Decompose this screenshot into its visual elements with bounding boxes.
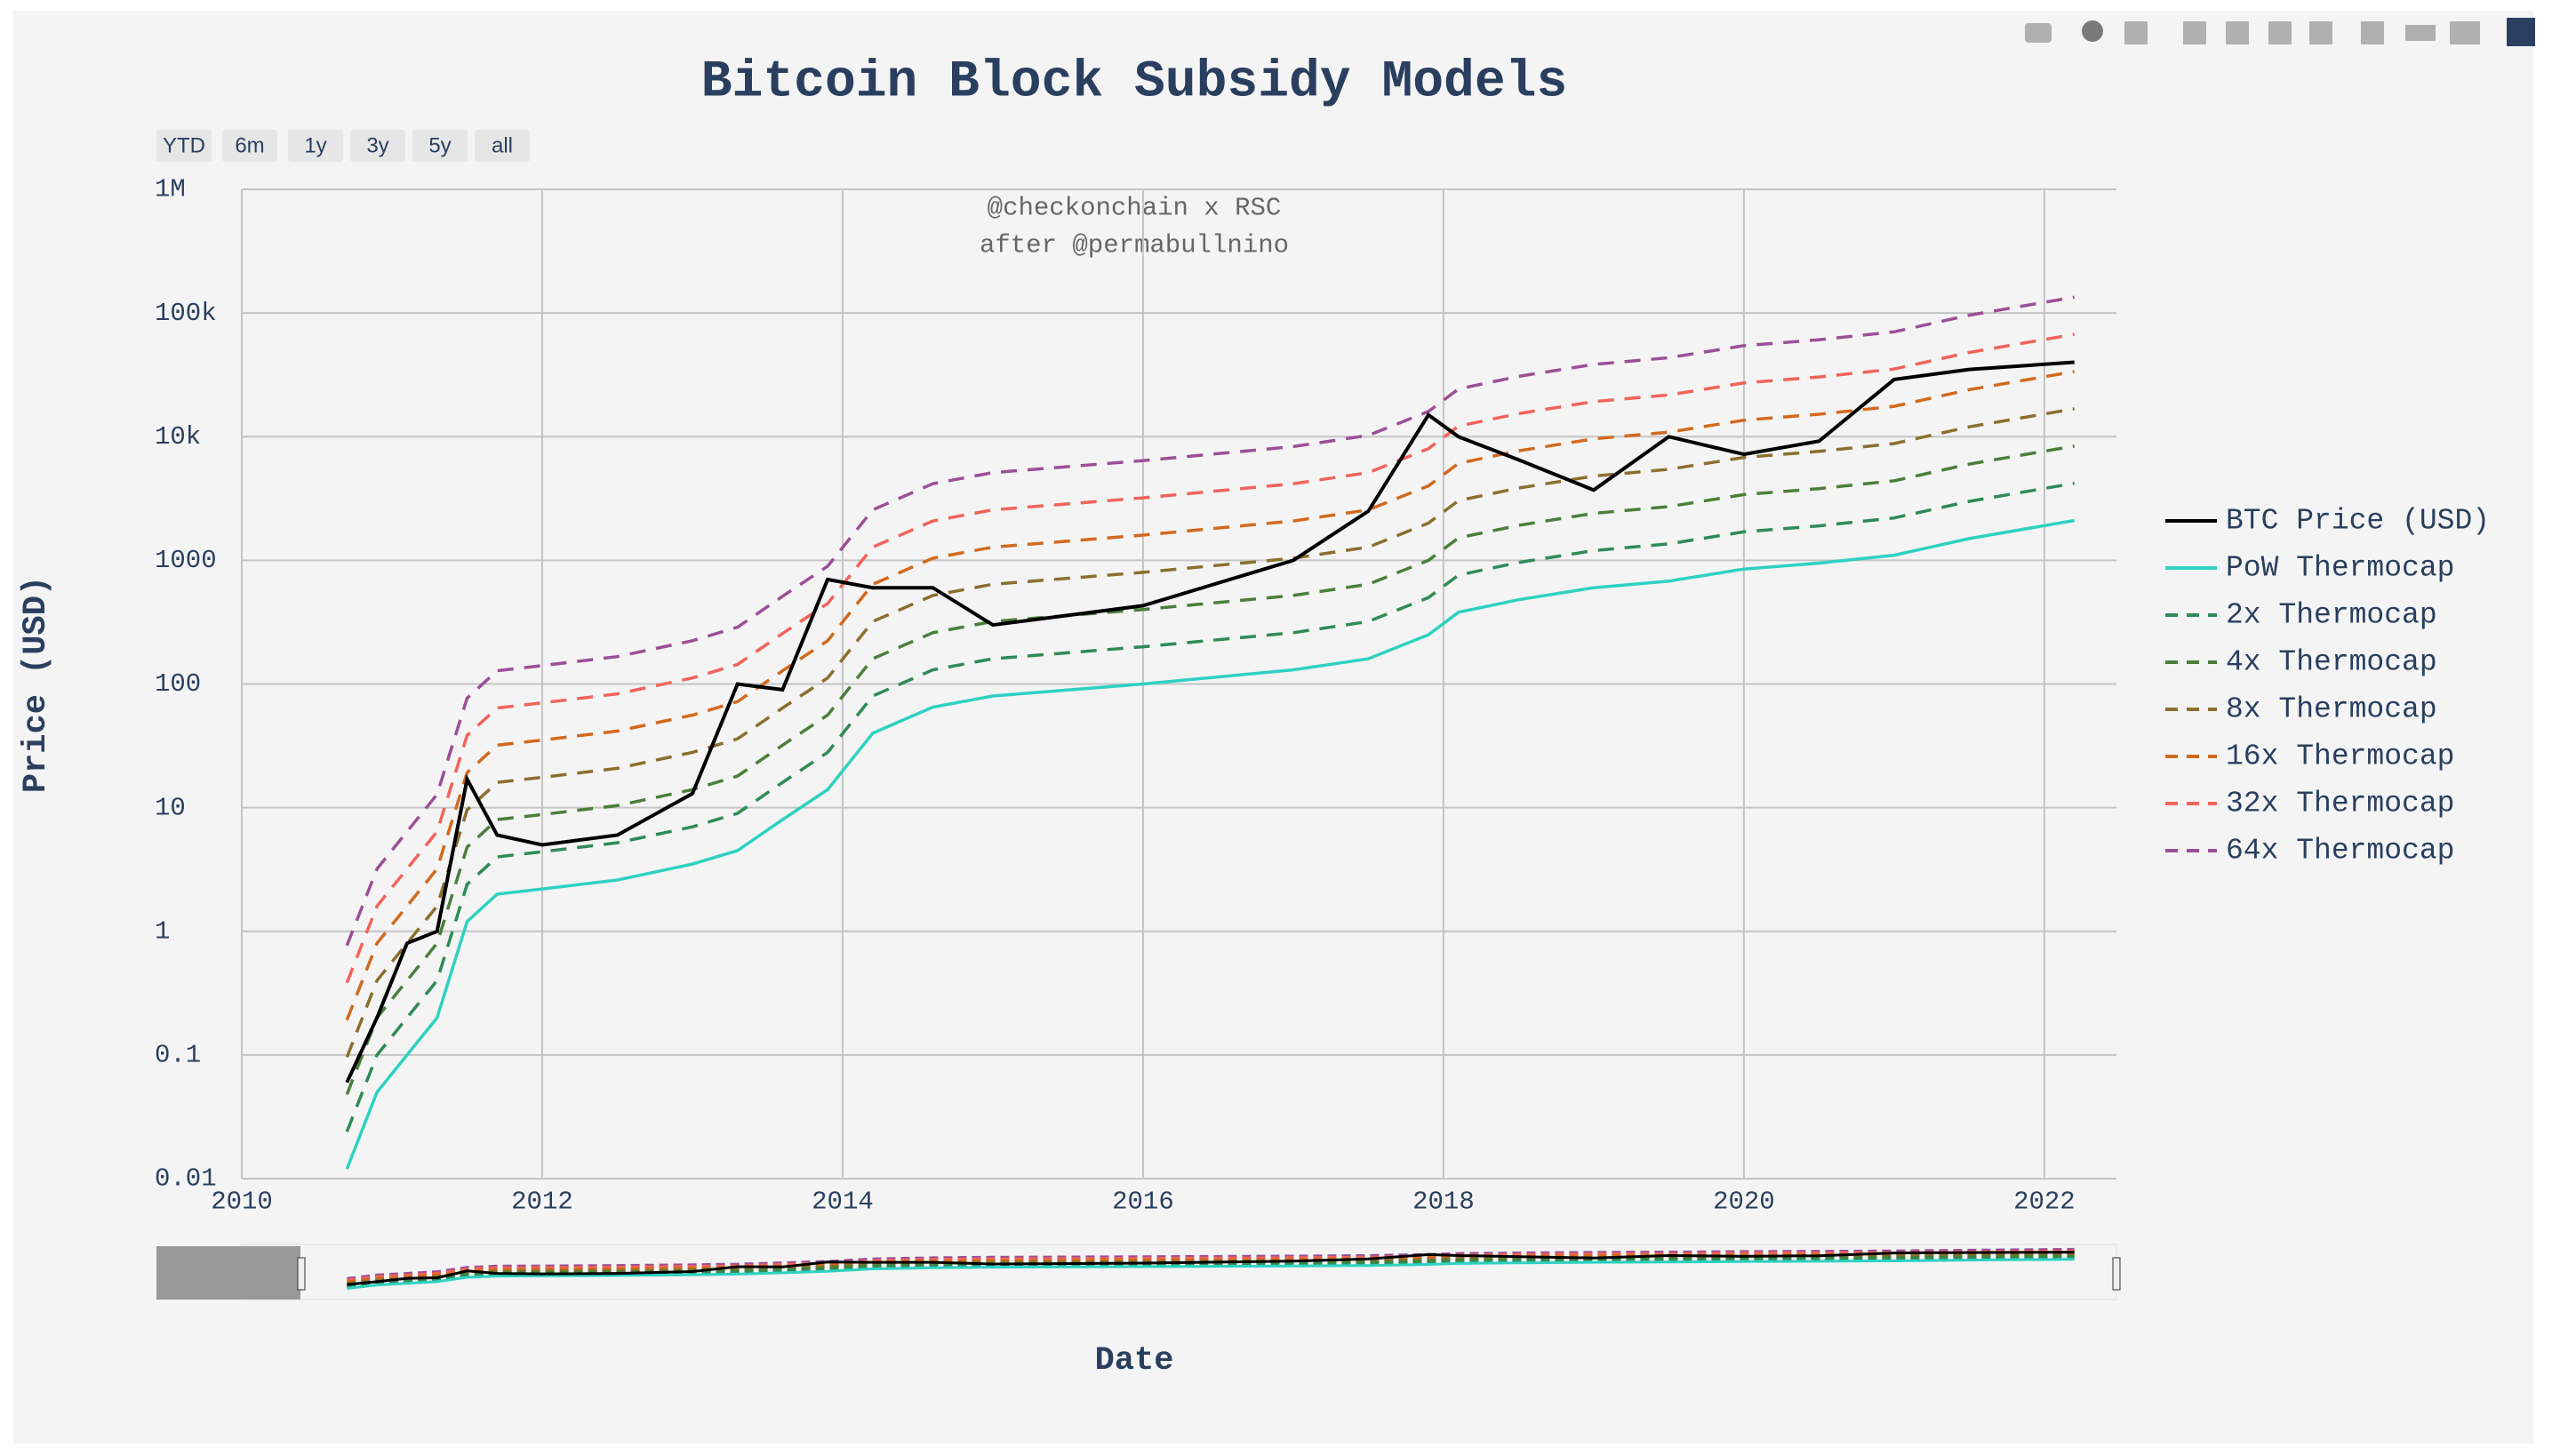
y-tick-label: 100 — [155, 669, 201, 699]
legend-label: 16x Thermocap — [2226, 740, 2454, 773]
range-slider-line — [347, 1251, 2075, 1286]
series-line — [345, 370, 2075, 1021]
y-tick-label: 1 — [155, 916, 170, 946]
y-tick-label: 100k — [155, 299, 217, 328]
range-slider-line — [347, 1256, 2075, 1289]
range-slider-mask[interactable] — [156, 1246, 300, 1300]
series-line — [345, 332, 2075, 984]
x-tick-label: 2022 — [2013, 1188, 2076, 1217]
legend-label: 2x Thermocap — [2226, 599, 2437, 632]
hover-closest-icon[interactable] — [2405, 25, 2436, 41]
x-tick-label: 2010 — [211, 1188, 273, 1217]
range-button[interactable]: all — [475, 130, 530, 162]
annotation: @checkonchain x RSC — [988, 194, 1282, 223]
background — [13, 11, 2533, 1444]
range-button-bg — [288, 130, 343, 162]
range-button[interactable]: 1y — [288, 130, 343, 162]
range-button-label: 5y — [428, 133, 451, 157]
range-slider-line — [347, 1249, 2075, 1282]
range-slider-line — [347, 1258, 2075, 1290]
y-tick-label: 1000 — [155, 546, 217, 575]
x-tick-label: 2016 — [1112, 1188, 1174, 1217]
series-line — [345, 481, 2075, 1132]
range-button-label: 3y — [366, 133, 388, 157]
legend-label: 32x Thermocap — [2226, 788, 2454, 820]
plotly-logo[interactable] — [2507, 18, 2535, 46]
range-button[interactable]: 6m — [222, 130, 277, 162]
series-line — [345, 407, 2075, 1058]
range-button[interactable]: 3y — [350, 130, 405, 162]
y-tick-label: 10k — [155, 422, 201, 452]
range-button-label: all — [492, 133, 513, 157]
x-tick-label: 2014 — [812, 1188, 874, 1217]
camera-icon[interactable] — [2025, 23, 2052, 43]
range-slider-line — [347, 1247, 2075, 1280]
zoom-out-icon[interactable] — [2226, 21, 2249, 44]
range-button-bg — [222, 130, 277, 162]
y-tick-label: 10 — [155, 793, 186, 822]
range-slider-line — [347, 1251, 2075, 1284]
range-slider-handle[interactable] — [297, 1257, 306, 1291]
legend-label: BTC Price (USD) — [2226, 505, 2490, 538]
series-line — [345, 295, 2075, 947]
annotation: after @permabullnino — [980, 231, 1289, 260]
series-line — [345, 360, 2075, 1084]
spike-icon[interactable] — [2361, 21, 2384, 44]
x-axis-title: Date — [1095, 1342, 1174, 1380]
zoom-in-icon[interactable] — [2183, 21, 2206, 44]
y-axis-title: Price (USD) — [18, 576, 55, 793]
range-button-bg — [412, 130, 468, 162]
chart-title: Bitcoin Block Subsidy Models — [701, 53, 1568, 111]
x-tick-label: 2012 — [511, 1188, 573, 1217]
legend-label: 4x Thermocap — [2226, 646, 2437, 679]
hover-compare-icon[interactable] — [2450, 21, 2480, 44]
legend-label: 8x Thermocap — [2226, 693, 2437, 726]
legend-label: PoW Thermocap — [2226, 552, 2454, 585]
x-tick-label: 2018 — [1412, 1188, 1475, 1217]
range-button-bg — [156, 130, 212, 162]
range-button-label: 6m — [235, 133, 264, 157]
y-tick-label: 1M — [155, 175, 186, 204]
series-line — [345, 518, 2075, 1170]
x-tick-label: 2020 — [1713, 1188, 1775, 1217]
range-slider — [156, 1244, 2121, 1300]
range-button-label: YTD — [163, 133, 205, 157]
range-button[interactable]: 5y — [412, 130, 468, 162]
range-button-bg — [475, 130, 530, 162]
range-button[interactable]: YTD — [156, 130, 212, 162]
y-tick-label: 0.1 — [155, 1041, 201, 1070]
autoscale-icon[interactable] — [2268, 21, 2292, 44]
series-line — [345, 444, 2075, 1095]
range-button-bg — [350, 130, 405, 162]
legend-label: 64x Thermocap — [2226, 835, 2454, 868]
reset-icon[interactable] — [2309, 21, 2332, 44]
range-slider-handle[interactable] — [2112, 1257, 2121, 1291]
range-button-label: 1y — [304, 133, 326, 157]
modebar — [2025, 18, 2535, 46]
y-tick-label: 0.01 — [155, 1164, 217, 1194]
pan-icon[interactable] — [2124, 21, 2148, 44]
zoom-icon[interactable] — [2082, 20, 2103, 42]
plot-area — [345, 295, 2075, 1170]
